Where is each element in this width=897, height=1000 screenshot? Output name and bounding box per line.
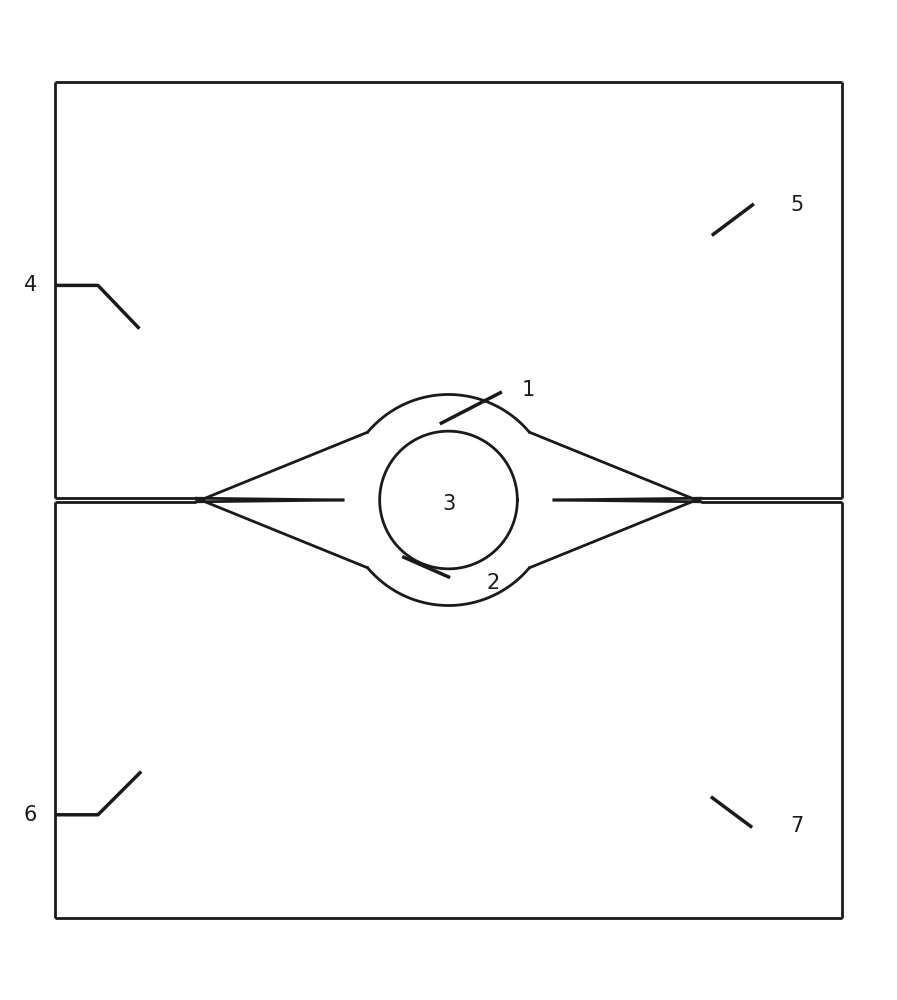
Text: 2: 2 <box>486 573 500 593</box>
Text: 6: 6 <box>23 805 37 825</box>
Text: 1: 1 <box>522 380 536 400</box>
Text: 5: 5 <box>790 195 804 215</box>
Text: 4: 4 <box>23 275 37 295</box>
Text: 3: 3 <box>442 494 456 514</box>
Text: 7: 7 <box>790 816 804 836</box>
